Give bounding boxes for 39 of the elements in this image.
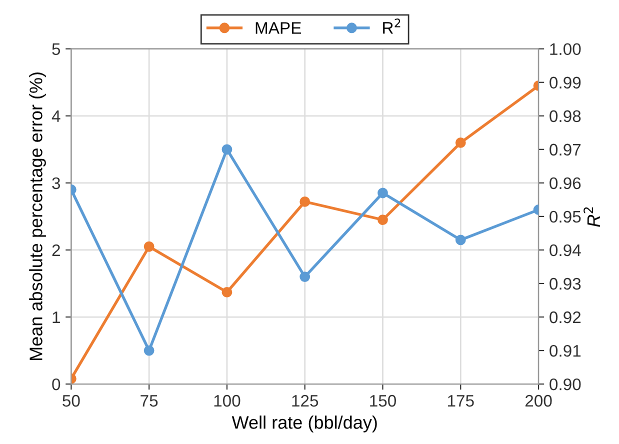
y-tick-label: 5	[52, 43, 60, 56]
point	[144, 345, 154, 356]
x-axis-title: Well rate (bbl/day)	[232, 416, 377, 432]
y-tick-label: 0	[52, 378, 60, 390]
x-tick-label: 100	[214, 394, 240, 407]
x-tick-label: 150	[370, 394, 396, 407]
x-tick-label: 200	[525, 394, 552, 407]
y-axis-title: Mean absolute percentage error (%)	[29, 72, 46, 360]
point	[144, 241, 154, 252]
y-tick-label: 1	[52, 312, 60, 324]
point	[455, 234, 466, 246]
y2-axis-title: R$^{2}$	[584, 207, 600, 227]
point	[378, 188, 388, 198]
y2-tick-label: 0.95	[550, 210, 581, 223]
point	[222, 287, 232, 298]
point	[222, 144, 232, 155]
y-tick-label: 3	[52, 177, 60, 190]
x-tick-label: 175	[448, 395, 474, 407]
point	[455, 137, 466, 148]
y2-tick-label: 0.94	[550, 244, 581, 256]
legend-label: MAPE	[256, 22, 302, 34]
point	[300, 272, 310, 282]
y2-tick-label: 0.99	[550, 76, 581, 89]
y2-tick-label: 1.00	[550, 43, 581, 56]
y-tick-label: 2	[52, 244, 60, 256]
y2-tick-label: 0.97	[550, 144, 581, 156]
y2-tick-label: 0.96	[550, 177, 581, 190]
y2-tick-label: 0.90	[550, 378, 581, 390]
point	[300, 196, 310, 207]
x-tick-label: 50	[62, 394, 80, 407]
y2-tick-label: 0.93	[550, 278, 581, 290]
y2-tick-label: 0.92	[550, 311, 581, 324]
x-tick-label: 125	[292, 394, 318, 407]
y2-tick-label: 0.91	[550, 344, 581, 357]
x-tick-label: 75	[140, 395, 158, 407]
y2-tick-label: 0.98	[550, 110, 581, 122]
y-tick-label: 4	[52, 110, 60, 122]
point	[378, 214, 388, 226]
legend-label: R$^{2}$	[383, 18, 400, 34]
